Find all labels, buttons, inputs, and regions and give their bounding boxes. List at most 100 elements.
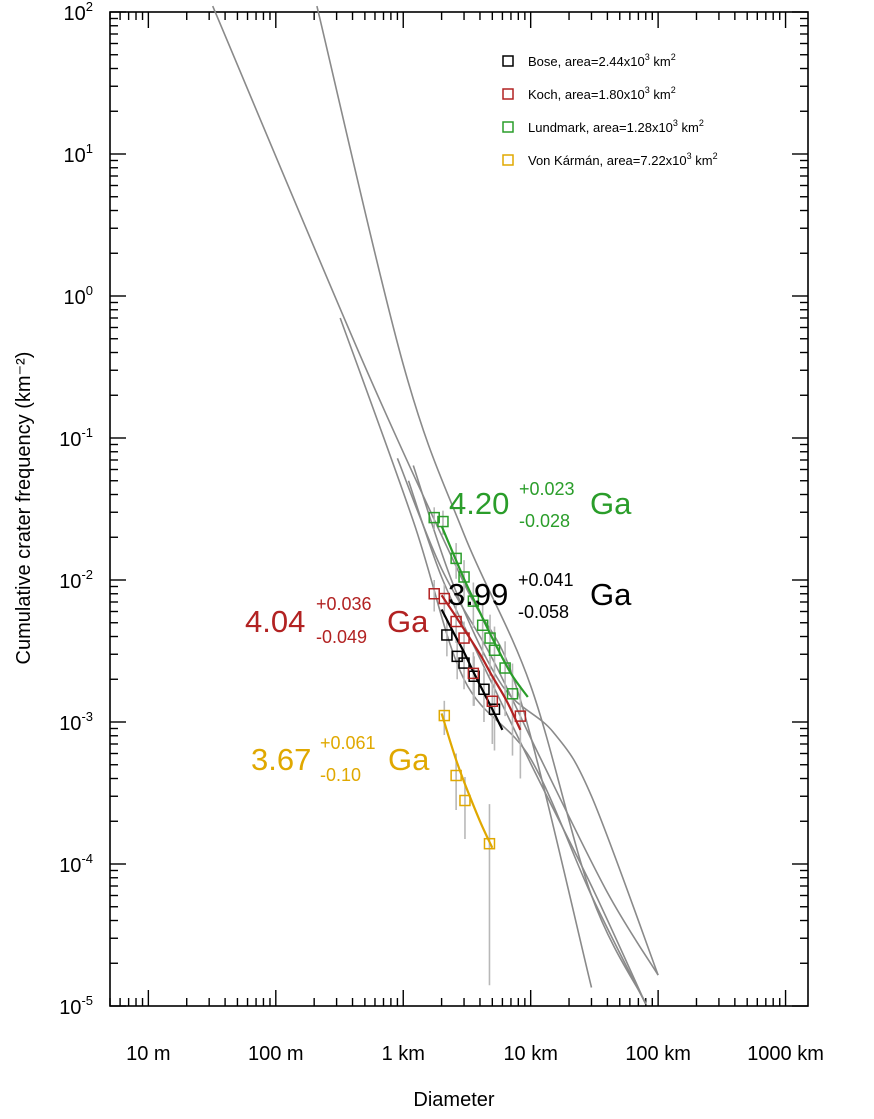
legend-entry: Bose, area=2.44x103 km2 — [528, 52, 676, 69]
legend-marker — [502, 55, 514, 67]
y-tick-base: 10 — [59, 713, 81, 735]
x-tick-label: 1000 km — [747, 1043, 824, 1065]
age-plus-error: +0.036 — [316, 594, 372, 614]
age-minus-error: -0.028 — [519, 511, 570, 531]
data-point — [458, 632, 470, 644]
age-minus-error: -0.10 — [320, 765, 361, 785]
x-tick-label: 10 m — [126, 1043, 170, 1065]
y-tick-exponent: 0 — [86, 283, 93, 298]
legend-entry: Von Kármán, area=7.22x103 km2 — [528, 151, 718, 168]
x-tick-label: 100 km — [625, 1043, 691, 1065]
data-point — [450, 769, 462, 782]
isochron-curve — [339, 317, 647, 1005]
y-tick-exponent: -2 — [81, 567, 93, 582]
y-tick-label: 10-4 — [59, 851, 93, 877]
data-point — [468, 670, 480, 682]
legend-entry: Lundmark, area=1.28x103 km2 — [528, 118, 704, 135]
y-axis-title: Cumulative crater frequency (km⁻²) — [13, 352, 35, 665]
age-plus-error: +0.041 — [518, 570, 574, 590]
legend-marker — [502, 154, 514, 166]
data-point — [459, 794, 471, 807]
isochron-curve — [412, 465, 659, 976]
age-plus-error: +0.061 — [320, 733, 376, 753]
data-point — [450, 615, 462, 628]
data-point — [478, 683, 490, 696]
data-point — [437, 515, 449, 528]
age-plus-error: +0.023 — [519, 479, 575, 499]
y-tick-exponent: -3 — [81, 709, 93, 724]
data-point — [476, 619, 489, 632]
y-tick-base: 10 — [64, 3, 86, 25]
data-point — [499, 662, 511, 674]
y-tick-base: 10 — [64, 287, 86, 309]
legend-entry: Koch, area=1.80x103 km2 — [528, 85, 676, 102]
data-point — [458, 571, 470, 583]
y-tick-exponent: -5 — [81, 993, 93, 1008]
fit-curves — [440, 525, 529, 849]
y-tick-exponent: -4 — [81, 851, 93, 866]
fit-curve — [440, 608, 504, 731]
y-tick-base: 10 — [59, 855, 81, 877]
major-ticks — [110, 11, 808, 1007]
y-tick-base: 10 — [59, 997, 81, 1019]
y-tick-exponent: 2 — [86, 0, 93, 14]
data-point — [486, 695, 499, 707]
x-tick-label: 100 m — [248, 1043, 304, 1065]
x-tick-label: 1 km — [382, 1043, 425, 1065]
fit-curve — [440, 713, 494, 849]
data-point — [483, 837, 496, 850]
y-tick-label: 10-5 — [59, 993, 93, 1019]
data-point — [438, 592, 451, 605]
data-point — [488, 703, 501, 715]
x-tick-labels: 10 m 100 m 1 km 10 km 100 km 1000 km — [126, 1043, 824, 1065]
y-tick-label: 102 — [64, 0, 93, 25]
age-value: 4.20 — [449, 486, 509, 521]
y-tick-label: 100 — [64, 283, 93, 309]
fit-curve — [440, 525, 529, 698]
data-point — [506, 688, 519, 700]
data-point — [428, 511, 440, 524]
age-labels: 3.99 +0.041 -0.058 Ga 4.04 +0.036 -0.049 Ga 4.20… — [245, 479, 632, 785]
y-tick-exponent: 1 — [86, 141, 93, 156]
y-tick-base: 10 — [64, 145, 86, 167]
age-minus-error: -0.049 — [316, 627, 367, 647]
legend-marker — [502, 88, 514, 100]
data-point — [451, 650, 463, 663]
data-point — [467, 595, 480, 607]
age-unit: Ga — [387, 604, 429, 639]
legend-marker — [502, 121, 514, 133]
data-point — [488, 644, 501, 657]
minor-ticks — [109, 12, 808, 1006]
isochron-curve — [407, 480, 647, 1005]
data-point — [441, 629, 453, 641]
y-tick-exponent: -1 — [81, 425, 93, 440]
legend: Bose, area=2.44x103 km2 Koch, area=1.80x1… — [502, 52, 718, 168]
data-points — [428, 511, 527, 850]
data-point — [467, 667, 480, 680]
age-minus-error: -0.058 — [518, 602, 569, 622]
data-point — [458, 657, 470, 669]
fit-curve — [440, 594, 522, 731]
y-tick-label: 10-1 — [59, 425, 93, 451]
y-tick-base: 10 — [59, 571, 81, 593]
data-point — [450, 552, 462, 565]
data-point — [438, 709, 451, 722]
y-tick-label: 101 — [64, 141, 93, 167]
isochron-curves — [211, 5, 659, 1005]
age-unit: Ga — [590, 577, 632, 612]
age-value: 3.99 — [448, 577, 508, 612]
age-unit: Ga — [590, 486, 632, 521]
age-unit: Ga — [388, 742, 430, 777]
x-axis-title: Diameter — [413, 1089, 494, 1111]
y-tick-label: 10-3 — [59, 709, 93, 735]
data-point — [514, 710, 527, 722]
x-tick-label: 10 km — [503, 1043, 557, 1065]
y-tick-label: 10-2 — [59, 567, 93, 593]
plot-frame — [109, 11, 809, 1007]
age-value: 4.04 — [245, 604, 305, 639]
data-point — [484, 632, 496, 644]
age-value: 3.67 — [251, 742, 311, 777]
y-tick-base: 10 — [59, 429, 81, 451]
